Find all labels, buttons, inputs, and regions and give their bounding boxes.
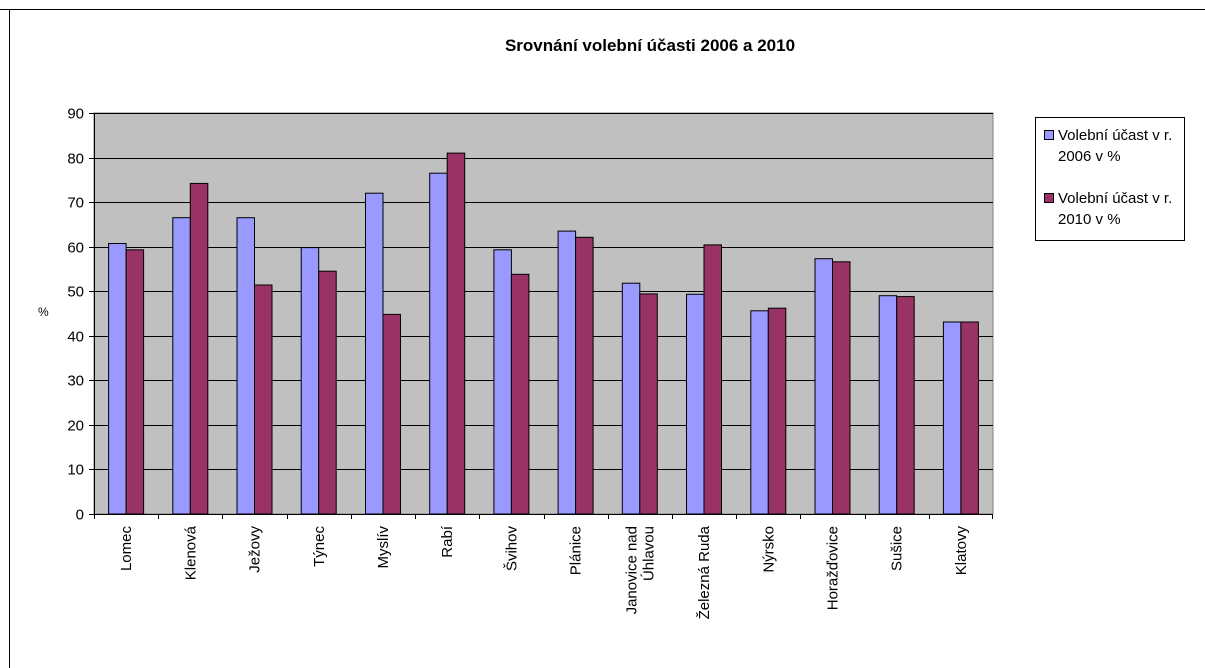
bar-2006: [557, 230, 577, 515]
x-tick-label: Klenová: [182, 525, 199, 580]
bar-2010: [703, 244, 722, 515]
y-axis-label: %: [38, 305, 49, 319]
y-tick-label: 20: [67, 418, 84, 435]
x-tick-label: Týnec: [311, 526, 328, 567]
y-tick-label: 50: [67, 284, 84, 301]
bar-2006: [621, 282, 641, 515]
bar-2010: [125, 249, 145, 515]
x-tick-label: Horažďovice: [824, 526, 841, 610]
legend-swatch-2006: [1044, 130, 1054, 140]
y-tick-label: 40: [67, 329, 84, 346]
x-tick-label: Železná Ruda: [696, 525, 713, 619]
bar-2010: [896, 296, 915, 515]
x-tick-label: Rabí: [439, 525, 456, 558]
y-tick-label: 90: [67, 106, 84, 123]
bar-2006: [108, 243, 127, 515]
bar-2006: [750, 310, 769, 515]
legend-label-2010: Volební účast v r. 2010 v %: [1058, 190, 1173, 228]
y-tick-label: 0: [76, 507, 84, 524]
y-tick-label: 30: [67, 373, 84, 390]
y-tick-label: 70: [67, 195, 84, 212]
bar-2006: [300, 247, 320, 515]
y-tick-label: 10: [67, 462, 84, 479]
bar-2006: [942, 321, 962, 515]
x-tick-label: Švihov: [503, 526, 520, 572]
bar-2010: [254, 284, 273, 515]
bar-2006: [814, 258, 833, 515]
bar-2010: [639, 293, 658, 515]
y-tick-label: 80: [67, 151, 84, 168]
bar-2010: [510, 273, 530, 515]
x-tick-label: Sušice: [889, 526, 906, 571]
legend-swatch-2010: [1044, 193, 1054, 203]
bar-2010: [446, 152, 466, 515]
bar-2006: [686, 293, 705, 515]
y-tick-label: 60: [67, 240, 84, 257]
legend-item-2006: Volební účast v r. 2006 v %: [1044, 125, 1186, 167]
bar-2010: [575, 236, 594, 515]
x-tick-label: Myslív: [375, 526, 392, 569]
bar-2006: [429, 172, 448, 515]
x-tick-label: Nýrsko: [760, 526, 777, 573]
bar-2006: [236, 217, 255, 515]
y-axis: 0 10 20 30 40 50 60 70 80 90: [67, 106, 95, 524]
bar-2010: [189, 182, 209, 515]
plot-area: [93, 112, 994, 515]
x-axis: Lomec Klenová Ježovy Týnec Myslív Rabí Švihov P…: [94, 514, 993, 619]
x-tick-label: Klatovy: [953, 526, 970, 576]
legend: Volební účast v r. 2006 v % Volební účas…: [1035, 117, 1185, 241]
legend-item-2010: Volební účast v r. 2010 v %: [1044, 188, 1186, 230]
bar-2010: [832, 261, 851, 515]
x-tick-label: Janovice nadÚhlavou: [623, 526, 657, 614]
chart-title: Srovnání volební účasti 2006 a 2010: [504, 36, 796, 55]
bar-2006: [493, 249, 512, 515]
x-tick-label: Plánice: [568, 526, 585, 575]
x-tick-label: Ježovy: [247, 526, 264, 573]
bar-2006: [878, 295, 898, 515]
x-tick-label: Lomec: [118, 526, 135, 572]
bar-2010: [382, 313, 401, 515]
bars: [108, 152, 979, 515]
bar-2010: [318, 270, 337, 515]
bar-2006: [172, 217, 191, 515]
bar-2006: [365, 192, 384, 515]
bar-2010: [960, 321, 979, 515]
bar-2010: [767, 307, 787, 515]
legend-label-2006: Volební účast v r. 2006 v %: [1058, 127, 1173, 165]
